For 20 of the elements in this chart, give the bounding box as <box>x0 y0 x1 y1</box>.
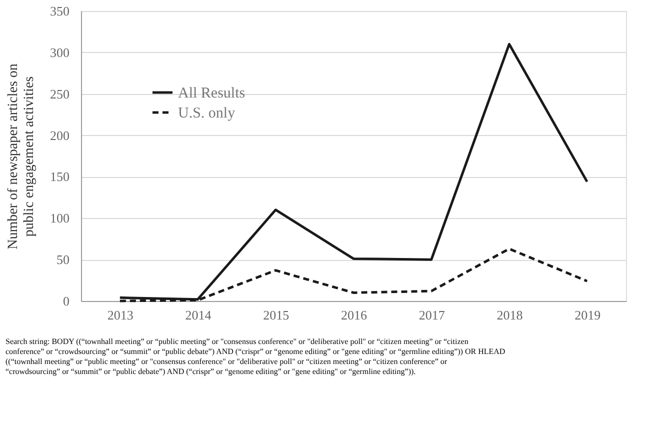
line-series <box>118 42 588 301</box>
x-tick-label: 2019 <box>574 308 601 322</box>
y-axis-title: Number of newspaper articles on public engagement activities <box>6 64 37 250</box>
y-tick-label: 200 <box>50 128 70 143</box>
y-tick-label: 0 <box>63 294 70 308</box>
x-tick-label: 2018 <box>496 308 523 322</box>
x-tick-label: 2015 <box>263 308 290 322</box>
legend-label: All Results <box>178 86 246 102</box>
y-tick-label: 50 <box>56 252 70 268</box>
y-tick-label: 350 <box>50 4 70 18</box>
text: Search string: BODY ((“townhall meeting” or “public meeting” or "consensus conference" or "deliberative poll" or “citizen meeting” or “citizen conference” or “crowdsourcing” or “summit” or “public debate”) AND (“crispr” or “genome editing” or "gene editing" or “germline editing”)) OR HLEAD ((“townhall meeting” or “public meeting” or "consensus conference" or "deliberative poll" or “citizen meeting” or “citizen conference” or “crowdsourcing” or “summit” or “public debate”) AND (“crispr” or “genome editing” or "gene editing" or “germline editing”)). <box>6 337 506 376</box>
legend-label: U.S. only <box>178 106 236 122</box>
x-tick-label: 2017 <box>418 308 446 322</box>
x-tick-label: 2016 <box>341 308 368 322</box>
x-tick-label: 2014 <box>185 308 212 322</box>
y-tick-label: 250 <box>50 86 70 102</box>
y-tick-label: 300 <box>50 44 70 60</box>
y-tick-label: 100 <box>50 210 70 226</box>
y-tick-label: 150 <box>50 169 70 184</box>
x-tick-label: 2013 <box>107 308 134 322</box>
